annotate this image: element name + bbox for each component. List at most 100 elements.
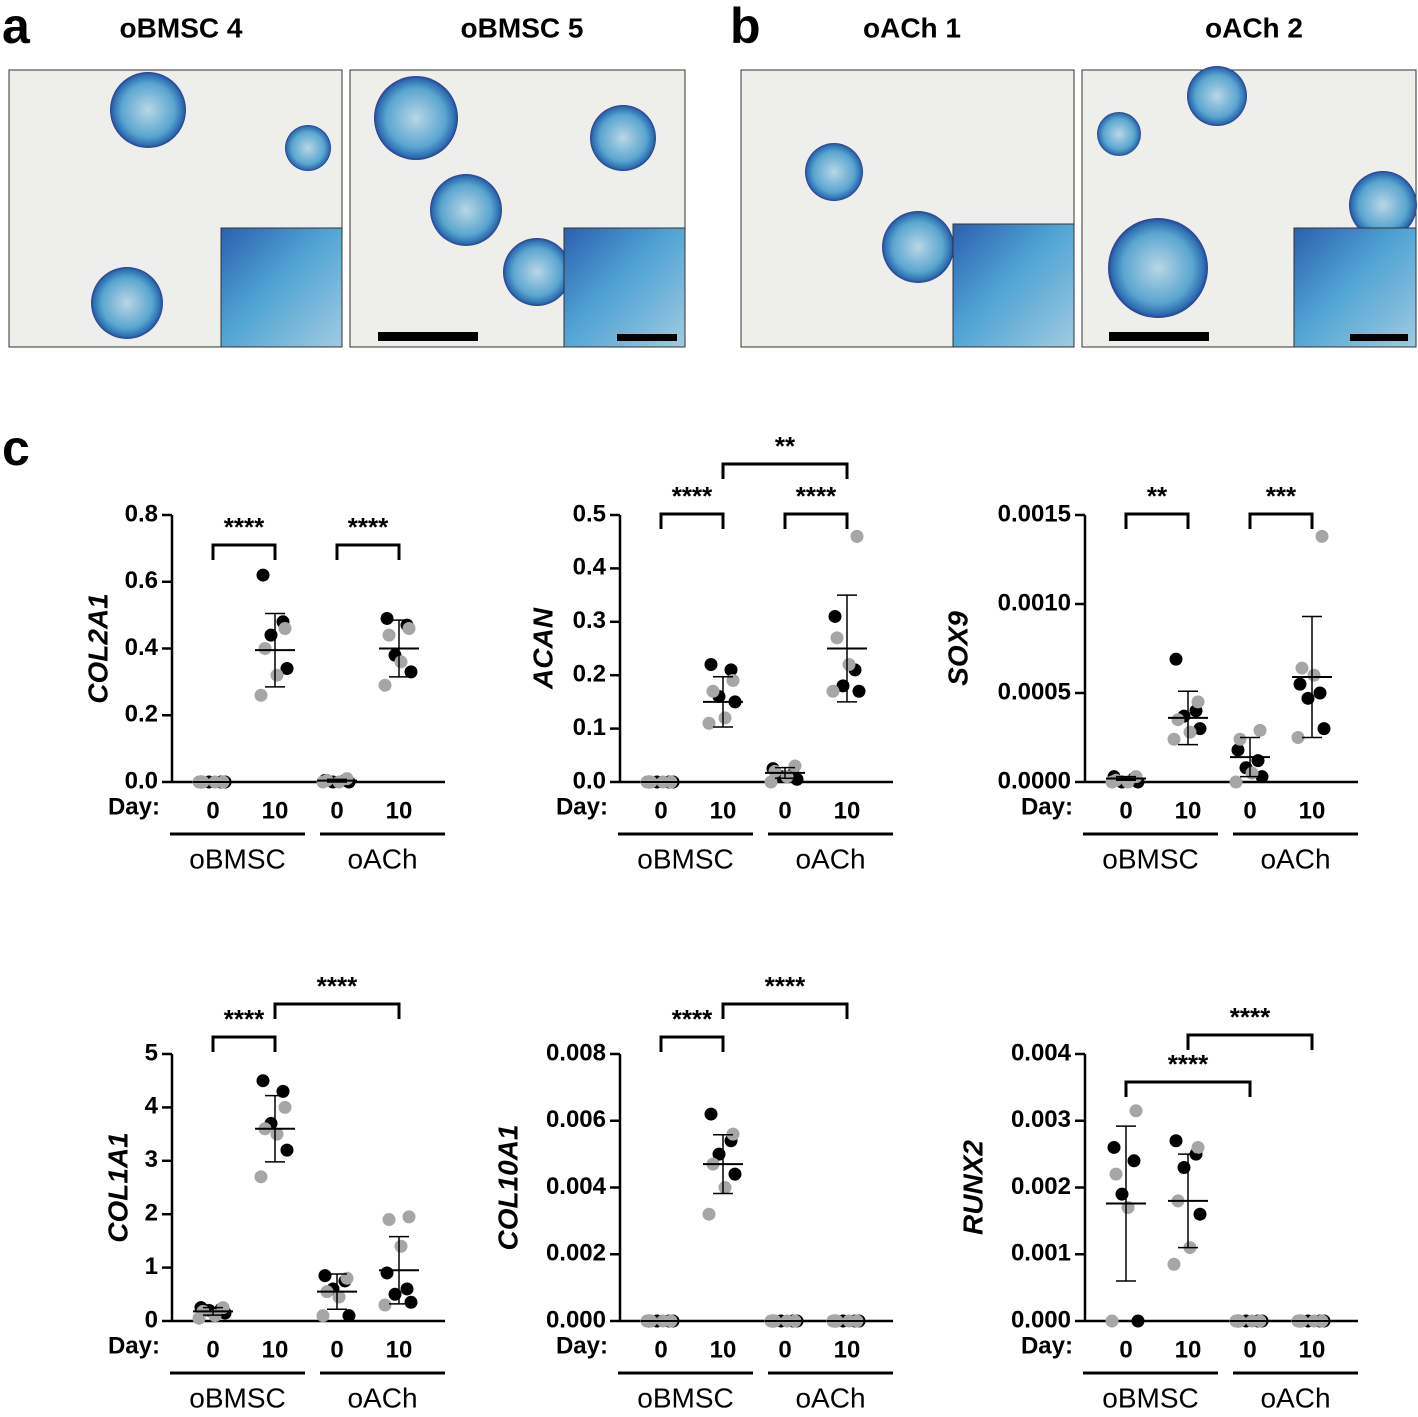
significance-label: **** [1168, 1049, 1209, 1079]
significance-bracket [721, 1002, 849, 1019]
significance-label: ** [1147, 481, 1168, 511]
data-point [254, 1170, 268, 1184]
spheroid [882, 211, 954, 283]
y-tick-label: 2 [145, 1200, 158, 1227]
y-tick-label: 0.000 [546, 1306, 606, 1333]
x-tick-label: 10 [710, 1336, 737, 1363]
data-point [402, 1210, 416, 1224]
x-tick-label: 10 [262, 1336, 289, 1363]
group-label: oACh [347, 1382, 417, 1412]
group-label: oACh [795, 843, 865, 874]
y-tick-label: 0.003 [1011, 1106, 1071, 1133]
data-point [1253, 723, 1267, 737]
data-point [1255, 770, 1269, 784]
significance-bracket [1248, 512, 1314, 529]
data-point [382, 628, 396, 642]
data-point [1167, 732, 1181, 746]
y-tick-label: 0.3 [573, 607, 606, 634]
significance-label: **** [796, 481, 837, 511]
x-tick-label: 0 [1243, 1336, 1256, 1363]
micrographs [8, 66, 1417, 348]
x-tick-label: 10 [1299, 797, 1326, 824]
data-point [1183, 725, 1197, 739]
data-point [1193, 1207, 1207, 1221]
spheroid [285, 125, 331, 171]
group-label: oBMSC [637, 1382, 733, 1412]
data-point [724, 663, 738, 677]
significance-label: **** [672, 481, 713, 511]
data-point [1307, 668, 1321, 682]
data-point [342, 1309, 356, 1323]
group-label: oACh [347, 843, 417, 874]
data-point [280, 662, 294, 676]
data-point [378, 1298, 392, 1312]
data-point [1127, 1154, 1141, 1168]
data-point [402, 621, 416, 635]
data-point [726, 674, 740, 688]
data-point [378, 678, 392, 692]
significance-label: **** [224, 1004, 265, 1034]
data-point [764, 775, 778, 789]
significance-label: **** [1230, 1002, 1271, 1032]
significance-label: **** [224, 512, 265, 542]
data-point [718, 711, 732, 725]
spheroid [503, 238, 571, 306]
y-tick-label: 0.2 [125, 701, 158, 728]
group-label: oBMSC [1102, 843, 1198, 874]
significance-bracket [211, 543, 277, 560]
x-tick-label: 10 [1299, 1336, 1326, 1363]
panel-label: c [2, 420, 30, 476]
data-point [1171, 713, 1185, 727]
data-point [256, 1074, 270, 1088]
data-point [788, 759, 802, 773]
significance-label: **** [765, 971, 806, 1001]
significance-bracket [721, 462, 849, 479]
y-axis-label: COL2A1 [82, 593, 113, 703]
data-point [1105, 1314, 1119, 1328]
y-tick-label: 5 [145, 1039, 158, 1066]
y-tick-label: 0.4 [573, 554, 607, 581]
data-point [270, 668, 284, 682]
significance-bracket [783, 512, 849, 529]
x-tick-label: 0 [654, 1336, 667, 1363]
significance-label: ** [775, 431, 796, 461]
data-point [704, 1107, 718, 1121]
significance-bracket [1124, 512, 1190, 529]
data-point [852, 684, 866, 698]
x-tick-label: 10 [262, 797, 289, 824]
data-point [318, 1269, 332, 1283]
x-tick-label: 0 [1119, 1336, 1132, 1363]
y-tick-label: 0.006 [546, 1106, 606, 1133]
x-tick-label: 10 [710, 797, 737, 824]
data-point [1167, 1257, 1181, 1271]
x-prefix: Day: [108, 1332, 160, 1359]
data-point [850, 529, 864, 543]
data-point [394, 1239, 408, 1253]
y-tick-label: 0.004 [546, 1173, 607, 1200]
spheroid [805, 143, 863, 201]
scale-bar [617, 334, 677, 341]
data-point [278, 1100, 292, 1114]
y-tick-label: 0.0000 [998, 767, 1071, 794]
inset [220, 227, 343, 348]
data-point [718, 1181, 732, 1194]
x-tick-label: 0 [1119, 797, 1132, 824]
x-tick-label: 0 [330, 797, 343, 824]
x-tick-label: 10 [1175, 1336, 1202, 1363]
y-tick-label: 0.0 [573, 767, 606, 794]
data-point [702, 716, 716, 730]
data-point [1317, 722, 1331, 736]
inset [563, 227, 686, 348]
group-label: oBMSC [1102, 1382, 1198, 1412]
x-tick-label: 0 [778, 797, 791, 824]
image-title: oACh 1 [863, 12, 961, 43]
data-point [316, 775, 330, 789]
x-tick-label: 0 [206, 1336, 219, 1363]
y-tick-label: 0.001 [1011, 1240, 1071, 1267]
data-point [404, 665, 418, 679]
x-tick-label: 10 [834, 797, 861, 824]
group-label: oBMSC [189, 843, 285, 874]
spheroid [91, 267, 163, 339]
image-title: oBMSC 5 [461, 12, 584, 43]
